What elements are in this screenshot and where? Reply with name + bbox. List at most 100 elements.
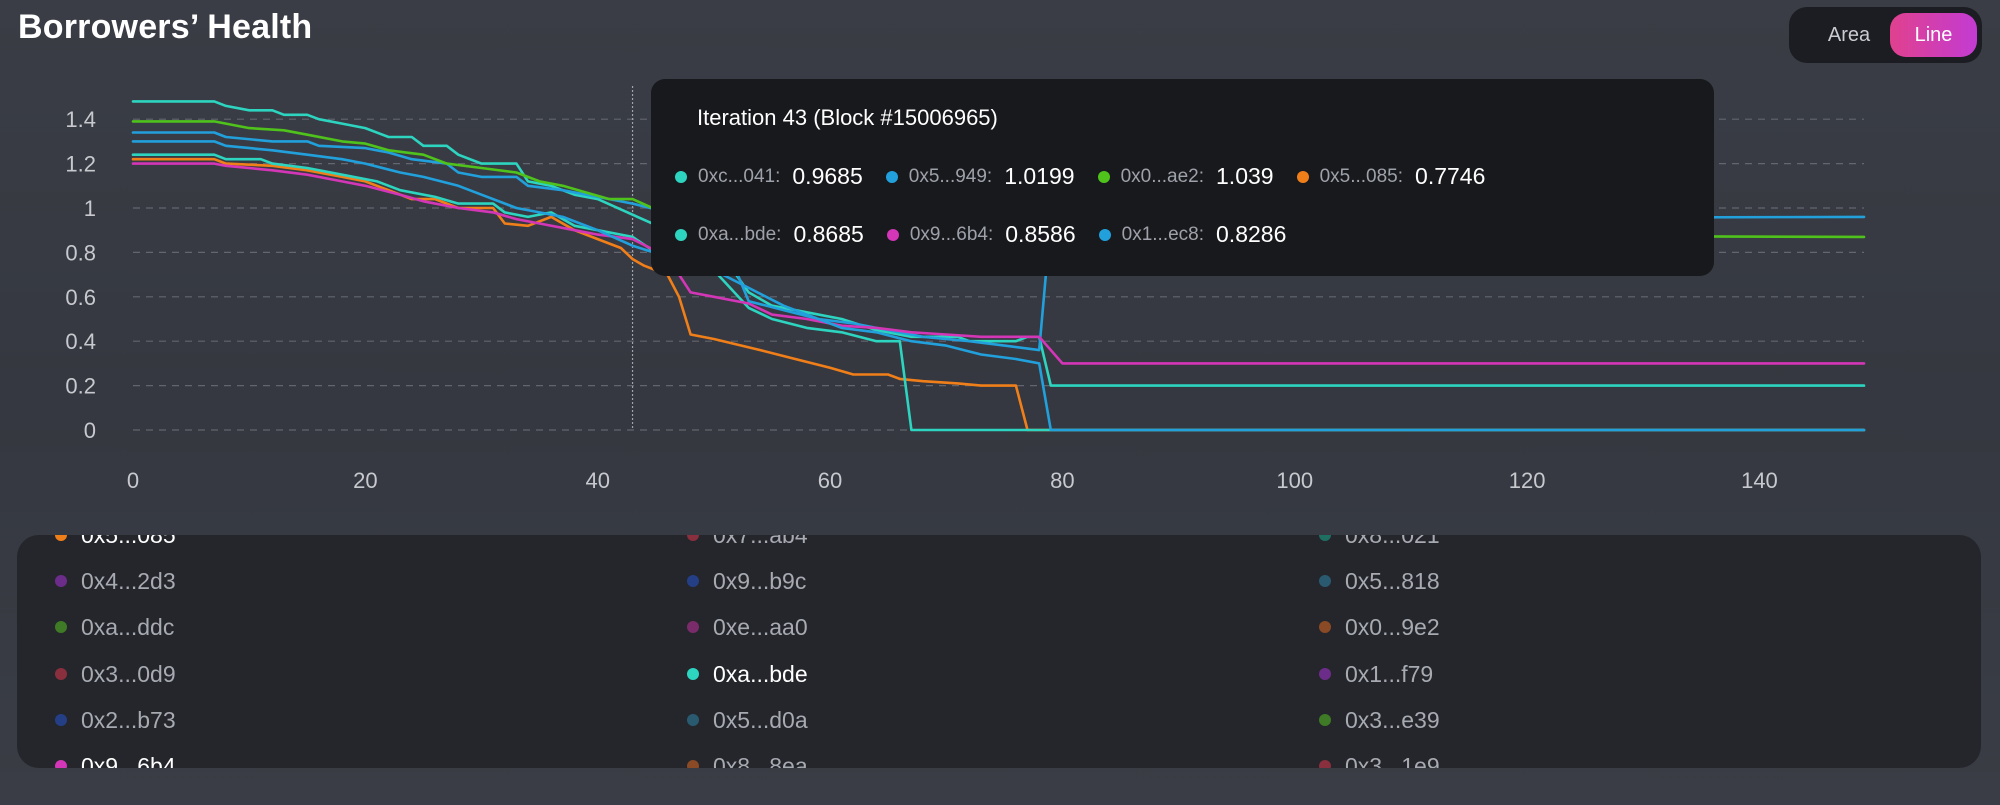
legend-item[interactable]: 0xe...aa0 xyxy=(687,611,808,643)
legend-label: 0xa...bde xyxy=(713,660,808,687)
legend-dot-icon xyxy=(1319,621,1331,633)
legend-item[interactable]: 0x5...d0a xyxy=(687,704,808,736)
legend-item[interactable]: 0x5...085 xyxy=(55,535,176,551)
legend-label: 0x0...9e2 xyxy=(1345,613,1440,640)
legend-dot-icon xyxy=(687,714,699,726)
legend-dot-icon xyxy=(1319,535,1331,541)
legend-label: 0x5...085 xyxy=(81,535,176,549)
series-dot-icon xyxy=(886,228,899,241)
legend-label: 0xe...aa0 xyxy=(713,613,808,640)
legend-item[interactable]: 0xa...bde xyxy=(687,658,808,690)
legend-item[interactable]: 0x5...818 xyxy=(1319,565,1440,597)
page-title: Borrowers’ Health xyxy=(18,8,313,46)
health-line-chart[interactable]: 0 0.2 0.4 0.6 0.8 1 1.2 1.4 0 20 40 60 80 100 120 140 xyxy=(0,70,2000,500)
tooltip-item-name: 0x1...ec8: xyxy=(1121,223,1205,245)
legend-item[interactable]: 0x8...8ea xyxy=(687,750,808,768)
tooltip-item: 0x0...ae2: 1.039 xyxy=(1097,163,1274,190)
legend-label: 0x9...6b4 xyxy=(81,752,176,769)
legend-item[interactable]: 0x7...ab4 xyxy=(687,535,808,551)
legend-label: 0x9...b9c xyxy=(713,567,807,594)
legend-dot-icon xyxy=(687,668,699,680)
tooltip-item-name: 0x5...949: xyxy=(908,165,993,187)
series-line xyxy=(131,100,1866,387)
tooltip-item-name: 0xc...041: xyxy=(698,165,781,187)
legend-item[interactable]: 0x3...0d9 xyxy=(55,658,176,690)
tooltip-item: 0x5...949: 1.0199 xyxy=(885,163,1075,190)
legend-panel[interactable]: 0x5...085 0x4...2d3 0xa...ddc 0x3...0d9 0x2.… xyxy=(17,535,1981,768)
legend-item[interactable]: 0x3...e39 xyxy=(1319,704,1440,736)
tooltip-item-name: 0x5...085: xyxy=(1319,165,1404,187)
y-tick-label: 0.6 xyxy=(65,285,96,310)
x-tick-label: 60 xyxy=(818,468,842,493)
legend-item[interactable]: 0x8...021 xyxy=(1319,535,1440,551)
legend-item[interactable]: 0x9...b9c xyxy=(687,565,806,597)
tooltip-item-value: 0.9685 xyxy=(792,163,863,189)
legend-label: 0x5...d0a xyxy=(713,706,808,733)
legend-label: 0x2...b73 xyxy=(81,706,176,733)
legend-dot-icon xyxy=(1319,575,1331,587)
x-tick-label: 20 xyxy=(353,468,377,493)
legend-dot-icon xyxy=(55,714,67,726)
legend-dot-icon xyxy=(1319,760,1331,768)
legend-item[interactable]: 0xa...ddc xyxy=(55,611,174,643)
legend-label: 0x3...0d9 xyxy=(81,660,176,687)
x-tick-label: 140 xyxy=(1741,468,1778,493)
tooltip-item: 0xa...bde: 0.8685 xyxy=(675,221,864,248)
tooltip-row: 0xc...041: 0.9685 0x5...949: 1.0199 0x0.… xyxy=(651,163,1485,190)
x-tick-label: 0 xyxy=(127,468,139,493)
series-dot-icon xyxy=(1097,170,1110,183)
legend-item[interactable]: 0x9...6b4 xyxy=(55,750,176,768)
tooltip-title: Iteration 43 (Block #15006965) xyxy=(697,105,998,130)
legend-item[interactable]: 0x0...9e2 xyxy=(1319,611,1440,643)
legend-item[interactable]: 0x4...2d3 xyxy=(55,565,176,597)
legend-item[interactable]: 0x1...f79 xyxy=(1319,658,1433,690)
area-button[interactable]: Area xyxy=(1827,24,1871,46)
legend-label: 0x5...818 xyxy=(1345,567,1440,594)
legend-dot-icon xyxy=(55,760,67,768)
x-tick-label: 120 xyxy=(1509,468,1546,493)
legend-dot-icon xyxy=(687,621,699,633)
tooltip-item: 0x1...ec8: 0.8286 xyxy=(1098,221,1287,248)
y-tick-label: 0.2 xyxy=(65,374,96,399)
y-tick-label: 1 xyxy=(84,196,96,221)
legend-dot-icon xyxy=(55,535,67,541)
tooltip-item: 0xc...041: 0.9685 xyxy=(675,163,863,190)
legend-dot-icon xyxy=(687,760,699,768)
legend-dot-icon xyxy=(687,575,699,587)
chart-tooltip: Iteration 43 (Block #15006965) 0xc...041… xyxy=(651,79,1714,276)
y-tick-label: 0.4 xyxy=(65,329,96,354)
legend-label: 0x8...021 xyxy=(1345,535,1440,549)
series-line xyxy=(131,131,1866,352)
legend-dot-icon xyxy=(55,575,67,587)
y-tick-label: 0.8 xyxy=(65,240,96,265)
legend-label: 0xa...ddc xyxy=(81,613,175,640)
x-tick-label: 40 xyxy=(585,468,609,493)
y-tick-label: 0 xyxy=(84,418,96,443)
legend-label: 0x7...ab4 xyxy=(713,535,808,549)
line-button[interactable]: Line xyxy=(1890,13,1977,57)
legend-label: 0x1...f79 xyxy=(1345,660,1434,687)
x-tick-label: 80 xyxy=(1050,468,1074,493)
series-line xyxy=(131,140,1866,432)
tooltip-item-name: 0xa...bde: xyxy=(698,223,782,245)
tooltip-item-name: 0x0...ae2: xyxy=(1120,165,1205,187)
series-dot-icon xyxy=(885,170,898,183)
legend-dot-icon xyxy=(55,668,67,680)
tooltip-item-value: 0.8286 xyxy=(1216,221,1287,247)
tooltip-item-value: 0.8586 xyxy=(1005,221,1076,247)
legend-dot-icon xyxy=(1319,714,1331,726)
tooltip-item-value: 0.7746 xyxy=(1415,163,1486,189)
series-line xyxy=(131,153,1866,432)
legend-label: 0x8...8ea xyxy=(713,752,808,769)
legend-item[interactable]: 0x2...b73 xyxy=(55,704,176,736)
tooltip-item: 0x5...085: 0.7746 xyxy=(1296,163,1486,190)
tooltip-item-value: 1.0199 xyxy=(1004,163,1075,189)
series-dot-icon xyxy=(1098,228,1111,241)
tooltip-item-name: 0x9...6b4: xyxy=(909,223,994,245)
legend-dot-icon xyxy=(55,621,67,633)
series-dot-icon xyxy=(675,170,687,183)
legend-label: 0x3...1e9 xyxy=(1345,752,1440,769)
legend-item[interactable]: 0x3...1e9 xyxy=(1319,750,1440,768)
tooltip-item-value: 0.8685 xyxy=(793,221,864,247)
series-dot-icon xyxy=(675,228,687,241)
